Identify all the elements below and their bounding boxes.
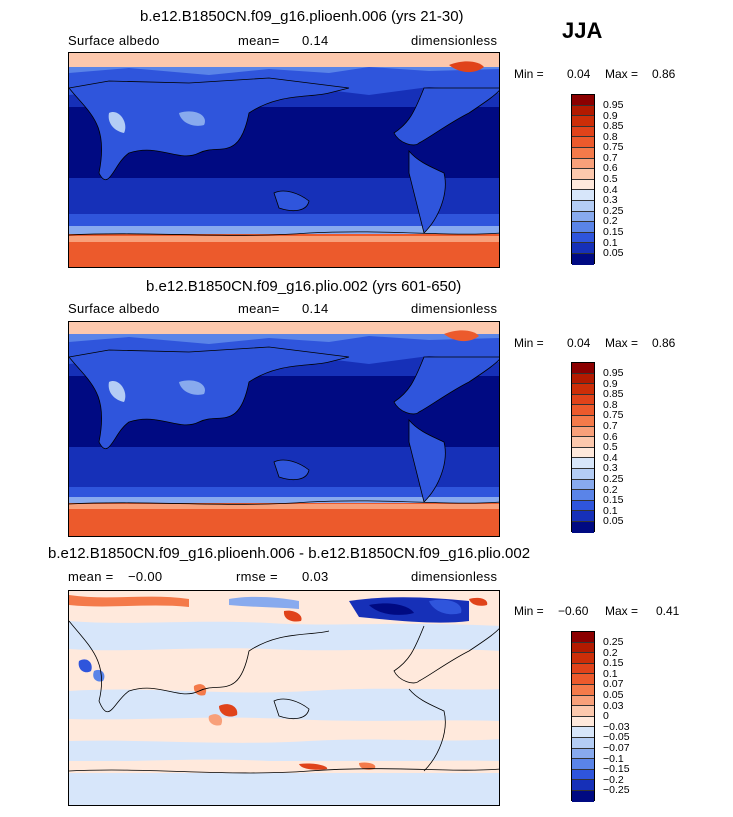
panel2-colorbar-tick: 0.4 xyxy=(603,452,618,464)
panel2-variable-label: Surface albedo xyxy=(68,301,160,316)
panel2-map xyxy=(68,321,500,537)
panel1-max-value: 0.86 xyxy=(652,67,676,81)
panel3-rmse-value: 0.03 xyxy=(302,569,329,584)
panel2-min-value: 0.04 xyxy=(567,336,591,350)
panel3-colorbar-tick: −0.25 xyxy=(603,784,630,796)
panel1-colorbar-tick: 0.05 xyxy=(603,247,624,259)
panel1-mean-value: 0.14 xyxy=(302,33,329,48)
panel3-colorbar-tick: −0.2 xyxy=(603,774,624,786)
panel3-min-label: Min = xyxy=(514,604,544,618)
panel3-colorbar-tick: 0 xyxy=(603,710,609,722)
panel1-max-label: Max = xyxy=(605,67,639,81)
panel1-colorbar-tick: 0.4 xyxy=(603,184,618,196)
panel3-min-value: −0.60 xyxy=(558,604,589,618)
panel2-min-label: Min = xyxy=(514,336,544,350)
panel2-colorbar-tick: 0.9 xyxy=(603,378,618,390)
panel2-title: b.e12.B1850CN.f09_g16.plio.002 (yrs 601-… xyxy=(146,278,462,295)
panel1-map xyxy=(68,52,500,268)
panel1-colorbar-tick: 0.25 xyxy=(603,205,624,217)
panel1-colorbar-tick: 0.75 xyxy=(603,141,624,153)
panel3-colorbar-tick: −0.03 xyxy=(603,721,630,733)
panel1-colorbar-tick: 0.5 xyxy=(603,173,618,185)
panel3-colorbar-tick: 0.25 xyxy=(603,636,624,648)
panel2-mean-value: 0.14 xyxy=(302,301,329,316)
panel3-max-value: 0.41 xyxy=(656,604,680,618)
panel2-colorbar-tick: 0.75 xyxy=(603,409,624,421)
panel3-map xyxy=(68,590,500,806)
panel2-colorbar-tick: 0.8 xyxy=(603,399,618,411)
panel1-map-svg xyxy=(69,53,499,267)
panel1-colorbar-tick: 0.7 xyxy=(603,152,618,164)
panel1-colorbar-tick: 0.2 xyxy=(603,215,618,227)
panel1-min-label: Min = xyxy=(514,67,544,81)
panel3-max-label: Max = xyxy=(605,604,639,618)
panel1-min-value: 0.04 xyxy=(567,67,591,81)
panel2-map-svg xyxy=(69,322,499,536)
panel2-colorbar-tick: 0.15 xyxy=(603,494,624,506)
panel2-colorbar-tick: 0.25 xyxy=(603,473,624,485)
panel1-colorbar-tick: 0.3 xyxy=(603,194,618,206)
panel2-colorbar-tick: 0.85 xyxy=(603,388,624,400)
panel1-units: dimensionless xyxy=(411,33,498,48)
season-label: JJA xyxy=(562,18,603,43)
panel2-mean-label: mean= xyxy=(238,301,280,316)
panel1-colorbar xyxy=(571,94,595,265)
panel1-colorbar-tick: 0.8 xyxy=(603,131,618,143)
panel1-colorbar-tick: 0.9 xyxy=(603,110,618,122)
panel3-colorbar-tick: −0.1 xyxy=(603,753,624,765)
panel3-colorbar-tick: −0.05 xyxy=(603,731,630,743)
panel3-colorbar-tick: −0.15 xyxy=(603,763,630,775)
panel3-map-svg xyxy=(69,591,499,805)
panel2-colorbar-tick: 0.5 xyxy=(603,441,618,453)
panel1-variable-label: Surface albedo xyxy=(68,33,160,48)
panel2-max-label: Max = xyxy=(605,336,639,350)
panel2-colorbar-tick: 0.6 xyxy=(603,431,618,443)
panel2-colorbar-tick: 0.1 xyxy=(603,505,618,517)
panel2-colorbar-tick: 0.7 xyxy=(603,420,618,432)
panel3-rmse-label: rmse = xyxy=(236,569,278,584)
panel1-colorbar-tick: 0.6 xyxy=(603,162,618,174)
panel1-colorbar-tick: 0.85 xyxy=(603,120,624,132)
panel1-mean-label: mean= xyxy=(238,33,280,48)
panel3-mean-value: −0.00 xyxy=(128,569,163,584)
panel3-title: b.e12.B1850CN.f09_g16.plioenh.006 - b.e1… xyxy=(48,545,531,562)
panel2-colorbar-tick: 0.05 xyxy=(603,515,624,527)
panel1-colorbar-tick: 0.15 xyxy=(603,226,624,238)
panel3-colorbar xyxy=(571,631,595,802)
panel3-colorbar-tick: 0.2 xyxy=(603,647,618,659)
panel3-units: dimensionless xyxy=(411,569,498,584)
panel3-colorbar-tick: 0.03 xyxy=(603,700,624,712)
panel3-colorbar-tick: 0.07 xyxy=(603,678,624,690)
panel2-colorbar-tick: 0.3 xyxy=(603,462,618,474)
panel1-colorbar-tick: 0.95 xyxy=(603,99,624,111)
panel3-colorbar-tick: 0.05 xyxy=(603,689,624,701)
panel2-colorbar xyxy=(571,362,595,533)
panel3-colorbar-tick: −0.07 xyxy=(603,742,630,754)
panel2-max-value: 0.86 xyxy=(652,336,676,350)
panel2-colorbar-tick: 0.2 xyxy=(603,484,618,496)
panel1-title: b.e12.B1850CN.f09_g16.plioenh.006 (yrs 2… xyxy=(140,8,464,25)
panel2-colorbar-tick: 0.95 xyxy=(603,367,624,379)
panel3-colorbar-tick: 0.15 xyxy=(603,657,624,669)
panel2-units: dimensionless xyxy=(411,301,498,316)
panel1-colorbar-tick: 0.1 xyxy=(603,237,618,249)
panel3-mean-label: mean = xyxy=(68,569,114,584)
panel3-colorbar-tick: 0.1 xyxy=(603,668,618,680)
